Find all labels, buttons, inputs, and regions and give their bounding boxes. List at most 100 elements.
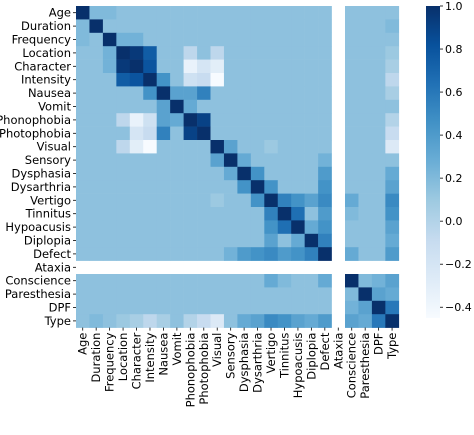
- heatmap-cell-tinnitus-conscience: [345, 207, 359, 221]
- heatmap-cell-conscience-character: [129, 274, 144, 288]
- heatmap-cell-photophobia-defect: [318, 126, 332, 141]
- heatmap-cell-duration-vertigo: [264, 19, 279, 34]
- colorbar-tick-label: 0.6: [445, 86, 463, 99]
- x-tick-label-age: Age: [76, 333, 90, 355]
- heatmap-cell-sensory-defect: [318, 153, 332, 168]
- heatmap-cell-location-hypoacusis: [291, 46, 305, 60]
- heatmap-cell-type-age: [76, 314, 90, 328]
- x-tick-label-vomit: Vomit: [170, 332, 184, 365]
- heatmap-cell-vomit-vertigo: [264, 99, 279, 114]
- x-tick-label-duration: Duration: [89, 333, 103, 383]
- heatmap-cell-type-character: [129, 314, 144, 328]
- heatmap-cell-location-paresthesia: [358, 46, 373, 60]
- heatmap-cell-location-phonophobia: [183, 46, 198, 60]
- heatmap-cell-dysphasia-character: [129, 166, 144, 181]
- heatmap-cell-photophobia-character: [129, 126, 144, 141]
- heatmap-cell-dysphasia-sensory: [223, 166, 238, 181]
- heatmap-cell-duration-paresthesia: [358, 19, 373, 34]
- heatmap-cell-hypoacusis-type: [385, 220, 400, 235]
- heatmap-cell-intensity-age: [76, 73, 90, 87]
- heatmap-cell-frequency-nausea: [156, 32, 171, 47]
- heatmap-cell-dysphasia-type: [385, 166, 400, 181]
- heatmap-cell-phonophobia-frequency: [102, 113, 117, 127]
- heatmap-cell-intensity-photophobia: [197, 73, 211, 87]
- heatmap-cell-intensity-intensity: [143, 73, 157, 87]
- heatmap-cell-paresthesia-duration: [89, 287, 104, 302]
- heatmap-cell-defect-paresthesia: [358, 247, 373, 261]
- x-tick-label-paresthesia: Paresthesia: [358, 333, 372, 399]
- heatmap-cell-type-phonophobia: [183, 314, 198, 328]
- heatmap-cell-nausea-nausea: [156, 86, 171, 101]
- heatmap-cell-age-frequency: [102, 6, 117, 20]
- heatmap-cell-age-type: [385, 6, 400, 20]
- heatmap-cell-phonophobia-defect: [318, 113, 332, 127]
- heatmap-cell-frequency-vomit: [170, 32, 184, 47]
- heatmap-cell-photophobia-visual: [210, 126, 225, 141]
- heatmap-cell-paresthesia-visual: [210, 287, 225, 302]
- heatmap-cell-type-dysarthria: [250, 314, 265, 328]
- heatmap-cell-intensity-paresthesia: [358, 73, 373, 87]
- heatmap-cell-hypoacusis-defect: [318, 220, 332, 235]
- heatmap-cell-nausea-sensory: [223, 86, 238, 101]
- heatmap-cell-character-dpf: [371, 59, 386, 74]
- heatmap-cell-vertigo-dpf: [371, 193, 386, 208]
- heatmap-cell-dysarthria-hypoacusis: [291, 180, 305, 194]
- heatmap-cell-phonophobia-vertigo: [264, 113, 279, 127]
- heatmap-cell-diplopia-vomit: [170, 233, 184, 248]
- colorbar-tick-label: 0.8: [445, 43, 463, 56]
- heatmap-cell-paresthesia-dysarthria: [250, 287, 265, 302]
- x-tick-label-type: Type: [385, 333, 399, 360]
- heatmap-cell-visual-visual: [210, 140, 225, 154]
- heatmap-cell-character-photophobia: [197, 59, 211, 74]
- heatmap-cell-type-conscience: [345, 314, 359, 328]
- heatmap-cell-character-paresthesia: [358, 59, 373, 74]
- heatmap-cell-visual-frequency: [102, 140, 117, 154]
- heatmap-cell-dysphasia-dysphasia: [237, 166, 252, 181]
- heatmap-cell-nausea-phonophobia: [183, 86, 198, 101]
- heatmap-cell-character-duration: [89, 59, 104, 74]
- heatmap-cell-dpf-defect: [318, 300, 332, 315]
- heatmap-cell-conscience-tinnitus: [277, 274, 292, 288]
- heatmap-cell-phonophobia-duration: [89, 113, 104, 127]
- heatmap-cell-frequency-photophobia: [197, 32, 211, 47]
- heatmap-cell-conscience-age: [76, 274, 90, 288]
- heatmap-cell-vertigo-conscience: [345, 193, 359, 208]
- heatmap-cell-dysphasia-vomit: [170, 166, 184, 181]
- heatmap-cell-diplopia-age: [76, 233, 90, 248]
- heatmap-cell-hypoacusis-dpf: [371, 220, 386, 235]
- heatmap-cell-conscience-sensory: [223, 274, 238, 288]
- heatmap-cell-duration-defect: [318, 19, 332, 34]
- heatmap-cell-vomit-location: [116, 99, 131, 114]
- y-tick-label-character: Character: [14, 59, 71, 73]
- heatmap-cell-type-vertigo: [264, 314, 279, 328]
- heatmap-cell-character-diplopia: [304, 59, 319, 74]
- heatmap-cell-diplopia-vertigo: [264, 233, 279, 248]
- heatmap-cell-tinnitus-vomit: [170, 207, 184, 221]
- heatmap-cell-location-photophobia: [197, 46, 211, 60]
- heatmap-cell-paresthesia-photophobia: [197, 287, 211, 302]
- heatmap-cell-conscience-nausea: [156, 274, 171, 288]
- heatmap-cell-vomit-duration: [89, 99, 104, 114]
- heatmap-cell-age-vomit: [170, 6, 184, 20]
- heatmap-cell-visual-dysarthria: [250, 140, 265, 154]
- heatmap-cell-sensory-hypoacusis: [291, 153, 305, 168]
- heatmap-cell-defect-dysphasia: [237, 247, 252, 261]
- heatmap-cell-vertigo-paresthesia: [358, 193, 373, 208]
- colorbar-tick-label: 0.4: [445, 129, 463, 142]
- heatmap-cell-location-age: [76, 46, 90, 60]
- heatmap-cell-nausea-conscience: [345, 86, 359, 101]
- heatmap-cell-defect-location: [116, 247, 131, 261]
- heatmap-cell-photophobia-phonophobia: [183, 126, 198, 141]
- heatmap-cell-photophobia-intensity: [143, 126, 157, 141]
- heatmap-cell-vomit-defect: [318, 99, 332, 114]
- heatmap-cell-dysphasia-age: [76, 166, 90, 181]
- heatmap-cell-age-photophobia: [197, 6, 211, 20]
- heatmap-cell-hypoacusis-vertigo: [264, 220, 279, 235]
- heatmap-cell-age-defect: [318, 6, 332, 20]
- heatmap-cell-phonophobia-vomit: [170, 113, 184, 127]
- heatmap-cell-duration-tinnitus: [277, 19, 292, 34]
- heatmap-cell-character-hypoacusis: [291, 59, 305, 74]
- heatmap-cell-age-nausea: [156, 6, 171, 20]
- heatmap-cell-phonophobia-intensity: [143, 113, 157, 127]
- heatmap-cell-tinnitus-defect: [318, 207, 332, 221]
